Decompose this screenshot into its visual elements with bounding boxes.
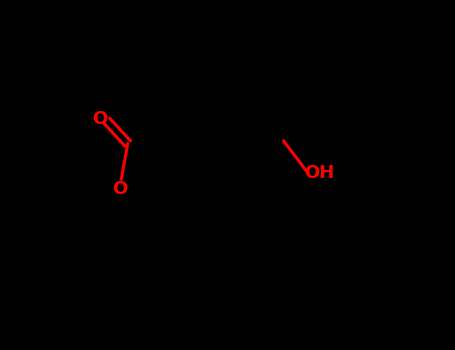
Text: OH: OH bbox=[304, 164, 334, 182]
Text: O: O bbox=[112, 180, 127, 198]
Text: O: O bbox=[92, 110, 107, 128]
